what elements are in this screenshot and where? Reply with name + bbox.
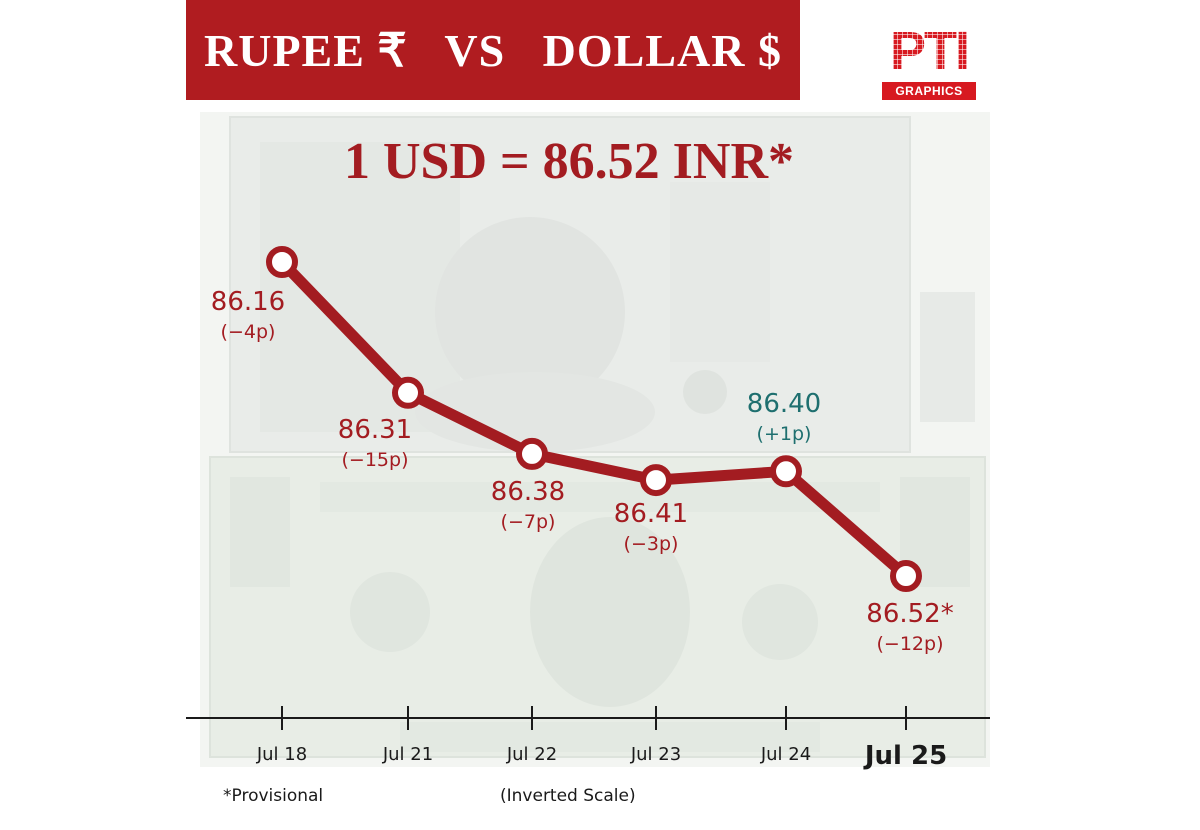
data-value-label: 86.41	[614, 499, 688, 529]
data-change-label: (+1p)	[757, 423, 812, 445]
data-value-label: 86.52*	[866, 599, 953, 629]
x-tick-label: Jul 21	[382, 744, 433, 765]
data-value-label: 86.16	[211, 287, 285, 317]
data-point	[266, 246, 298, 278]
x-tick-label: Jul 25	[863, 741, 947, 771]
data-change-label: (−12p)	[877, 633, 944, 655]
logo-sub: GRAPHICS	[882, 82, 976, 100]
data-change-label: (−7p)	[501, 511, 556, 533]
data-change-label: (−4p)	[221, 321, 276, 343]
x-tick-label: Jul 18	[256, 744, 307, 765]
logo-word: PTI	[882, 22, 976, 80]
data-point	[890, 560, 922, 592]
series-line	[276, 256, 912, 582]
provisional-note: *Provisional	[223, 786, 324, 806]
page-title: RUPEE ₹ VS DOLLAR $	[204, 25, 782, 76]
data-change-label: (−3p)	[624, 533, 679, 555]
x-tick-label: Jul 23	[630, 744, 681, 765]
data-point	[640, 464, 672, 497]
data-point	[770, 455, 802, 488]
x-tick-label: Jul 22	[506, 744, 557, 765]
data-value-label: 86.40	[747, 389, 821, 419]
data-value-label: 86.38	[491, 477, 565, 507]
x-tick-label: Jul 24	[760, 744, 811, 765]
data-point	[516, 437, 548, 470]
scale-note: (Inverted Scale)	[500, 786, 636, 806]
rate-headline: 1 USD = 86.52 INR*	[344, 133, 794, 190]
title-banner: RUPEE ₹ VS DOLLAR $	[186, 0, 800, 100]
data-change-label: (−15p)	[342, 449, 409, 471]
pti-graphics-logo: PTI GRAPHICS	[882, 22, 976, 102]
data-point	[392, 376, 424, 409]
data-value-label: 86.31	[338, 415, 412, 445]
currency-note-backdrop	[200, 112, 990, 767]
